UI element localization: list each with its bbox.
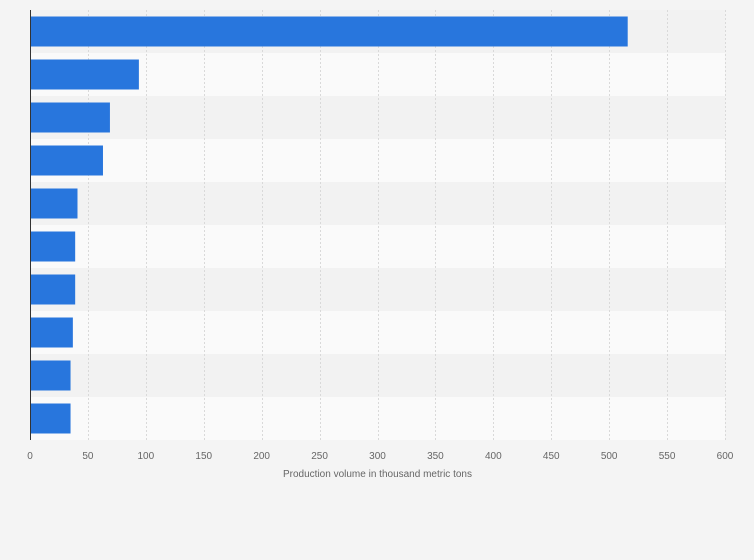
- x-tick-label: 300: [369, 451, 386, 462]
- bar[interactable]: [30, 317, 73, 348]
- x-tick-label: 500: [601, 451, 618, 462]
- x-tick-label: 450: [543, 451, 560, 462]
- x-tick-label: 350: [427, 451, 444, 462]
- x-tick-label: 150: [195, 451, 212, 462]
- x-axis-title: Production volume in thousand metric ton…: [283, 469, 472, 480]
- bar[interactable]: [30, 403, 71, 434]
- row-band: [30, 182, 725, 225]
- bar[interactable]: [30, 360, 71, 391]
- x-tick-label: 0: [27, 451, 33, 462]
- bar[interactable]: [30, 145, 103, 176]
- x-tick-label: 400: [485, 451, 502, 462]
- bar[interactable]: [30, 16, 628, 47]
- x-tick-label: 250: [311, 451, 328, 462]
- x-tick-label: 200: [253, 451, 270, 462]
- x-tick-label: 100: [137, 451, 154, 462]
- x-tick-label: 550: [659, 451, 676, 462]
- bar[interactable]: [30, 231, 76, 262]
- x-tick-label: 600: [717, 451, 734, 462]
- row-band: [30, 139, 725, 182]
- bar[interactable]: [30, 274, 76, 305]
- row-band: [30, 311, 725, 354]
- bar[interactable]: [30, 59, 139, 90]
- bar[interactable]: [30, 188, 78, 219]
- x-tick-labels: 0 50 100 150 200 250 300 350 400 450 500 550 600: [27, 451, 734, 462]
- row-band: [30, 268, 725, 311]
- x-tick-label: 50: [82, 451, 94, 462]
- row-band: [30, 225, 725, 268]
- row-band: [30, 354, 725, 397]
- row-band: [30, 96, 725, 139]
- bars: [30, 16, 628, 434]
- bar[interactable]: [30, 102, 110, 133]
- row-band: [30, 397, 725, 440]
